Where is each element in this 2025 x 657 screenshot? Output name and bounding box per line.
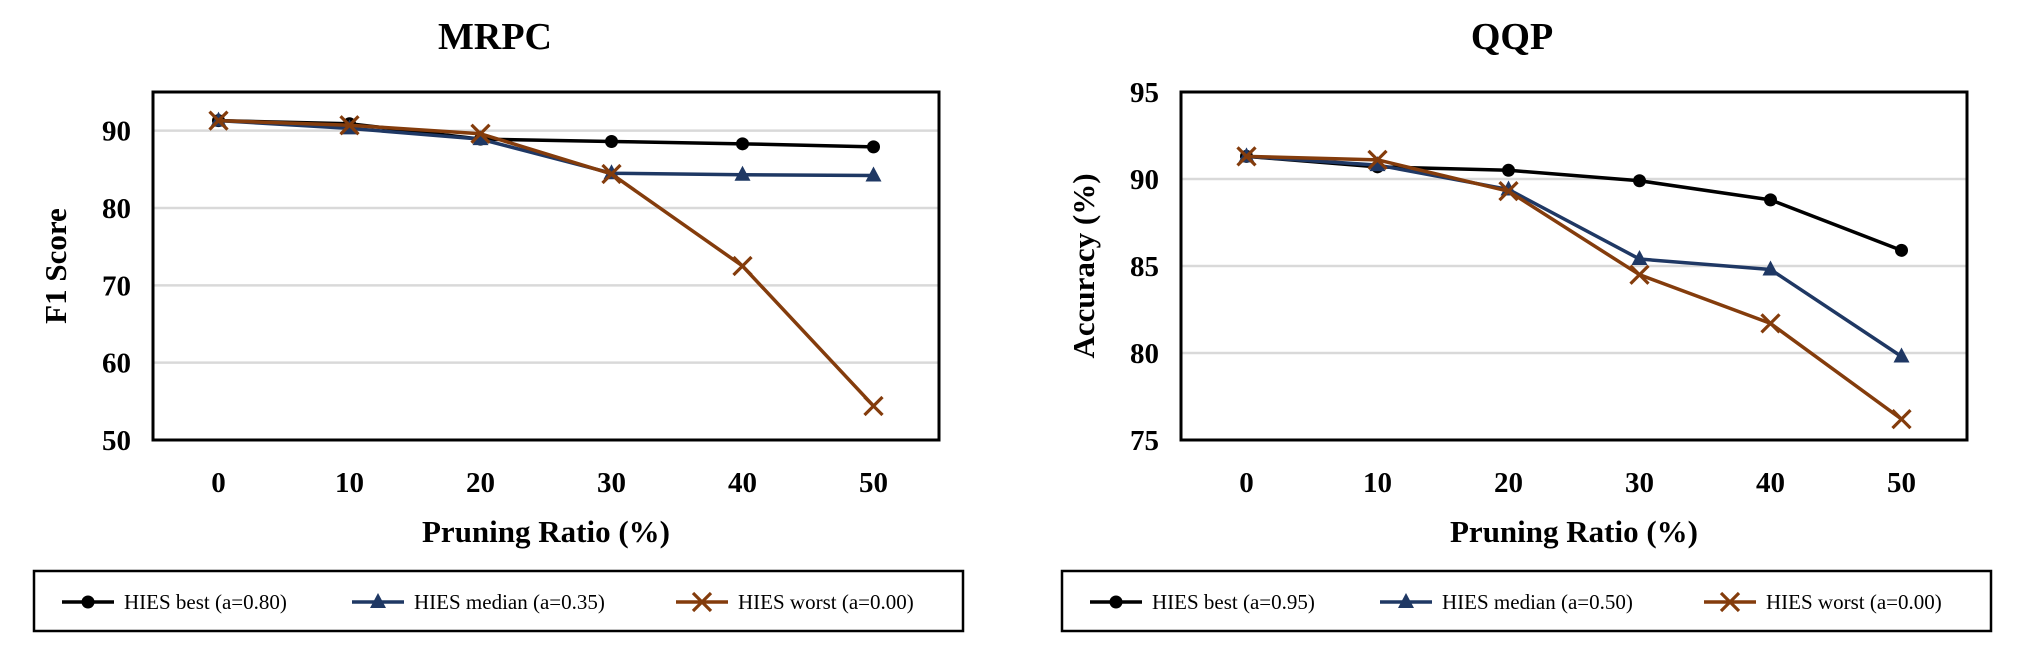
data-point	[470, 123, 491, 144]
data-point	[1498, 181, 1519, 202]
data-point	[208, 110, 229, 131]
y-tick-label: 70	[102, 270, 131, 302]
data-point	[472, 130, 489, 146]
y-tick-label: 95	[1130, 77, 1159, 109]
series-line	[1246, 154, 1903, 358]
legend: HIES best (a=0.95) HIES median (a=0.50) HI…	[1060, 569, 1993, 633]
data-point	[1369, 156, 1386, 172]
y-axis-label: F1 Score	[38, 208, 73, 324]
legend-label: HIES best (a=0.95)	[1152, 590, 1315, 614]
data-point	[1629, 264, 1650, 285]
y-tick-label: 80	[1130, 338, 1159, 370]
data-point	[867, 140, 880, 154]
mrpc-chart-panel: MRPC 50 60 70 80 90 0 10 20 30 40 50 Pruning Rati…	[0, 0, 1010, 657]
data-point	[1236, 146, 1257, 167]
y-tick-label: 90	[1130, 164, 1159, 196]
y-tick-label: 75	[1130, 425, 1159, 457]
series-hies-worst-a-0-00	[208, 110, 884, 417]
legend-label: HIES worst (a=0.00)	[1766, 590, 1942, 614]
qqp-chart-panel: QQP 75 80 85 90 95 0 10 20 30 40 50 Pruning Ratio…	[1015, 0, 2025, 657]
legend-entry-hies-best-a-0-80: HIES best (a=0.80)	[62, 590, 287, 614]
y-tick-label: 90	[102, 116, 131, 148]
x-tick-label: 0	[211, 467, 226, 499]
data-point	[1502, 163, 1515, 177]
data-point	[601, 163, 622, 185]
chart-title: MRPC	[438, 16, 552, 58]
mrpc-chart: MRPC 50 60 70 80 90 0 10 20 30 40 50 Pruning Rati…	[32, 16, 965, 633]
x-tick-label: 30	[597, 467, 626, 499]
data-point	[1633, 174, 1646, 188]
legend-marker	[1398, 593, 1414, 608]
legend-entry-hies-best-a-0-95: HIES best (a=0.95)	[1090, 590, 1315, 614]
x-tick-label: 40	[728, 467, 757, 499]
x-tick-label: 10	[1363, 467, 1392, 499]
x-tick-label: 0	[1239, 467, 1254, 499]
data-point	[1367, 149, 1388, 170]
data-point	[1631, 250, 1648, 266]
x-tick-label: 20	[1494, 467, 1523, 499]
y-tick-label: 80	[102, 193, 131, 225]
data-point	[1893, 347, 1910, 363]
y-tick-label: 50	[102, 425, 131, 457]
legend-box	[32, 569, 965, 633]
series-line	[218, 118, 874, 178]
legend-marker	[1719, 591, 1741, 613]
legend-entry-hies-worst-a-0-00: HIES worst (a=0.00)	[1704, 590, 1942, 614]
data-point	[734, 165, 751, 181]
y-axis-label: Accuracy (%)	[1066, 173, 1101, 358]
x-axis-label: Pruning Ratio (%)	[1450, 514, 1698, 549]
plot-area-frame	[151, 90, 941, 442]
x-tick-label: 40	[1756, 467, 1785, 499]
series-hies-worst-a-0-00	[1236, 146, 1912, 430]
data-point	[1764, 193, 1777, 207]
legend-marker	[1109, 595, 1123, 609]
legend-entry-hies-median-a-0-35: HIES median (a=0.35)	[352, 590, 605, 614]
data-point	[605, 134, 618, 148]
y-tick-label: 85	[1130, 251, 1159, 283]
legend-label: HIES worst (a=0.00)	[738, 590, 914, 614]
data-point	[1891, 408, 1912, 430]
legend-box	[1060, 569, 1993, 633]
series-hies-best-a-0-95	[1240, 149, 1908, 257]
x-tick-label: 50	[859, 467, 888, 499]
legend-marker	[691, 591, 713, 613]
series-line	[218, 118, 875, 408]
legend-marker	[81, 595, 95, 609]
legend-entry-hies-worst-a-0-00: HIES worst (a=0.00)	[676, 590, 914, 614]
x-tick-label: 20	[466, 467, 495, 499]
data-point	[1760, 313, 1781, 334]
x-tick-label: 50	[1887, 467, 1916, 499]
x-axis-label: Pruning Ratio (%)	[422, 514, 670, 549]
series-line	[1246, 154, 1903, 421]
legend: HIES best (a=0.80) HIES median (a=0.35) HI…	[32, 569, 965, 633]
legend-entry-hies-median-a-0-50: HIES median (a=0.50)	[1380, 590, 1633, 614]
data-point	[736, 137, 749, 151]
data-point	[339, 115, 360, 136]
data-point	[865, 166, 882, 182]
y-tick-label: 60	[102, 348, 131, 380]
series-hies-best-a-0-80	[212, 114, 880, 154]
legend-marker	[370, 593, 386, 608]
chart-title: QQP	[1471, 16, 1553, 58]
data-point	[863, 395, 884, 417]
legend-label: HIES median (a=0.50)	[1442, 590, 1633, 614]
data-point	[732, 255, 753, 277]
legend-label: HIES median (a=0.35)	[414, 590, 605, 614]
plot-area-frame	[1179, 90, 1969, 442]
x-tick-label: 30	[1625, 467, 1654, 499]
data-point	[1895, 243, 1908, 257]
data-point	[1762, 260, 1779, 276]
series-line	[1246, 154, 1903, 252]
x-tick-label: 10	[335, 467, 364, 499]
legend-label: HIES best (a=0.80)	[124, 590, 287, 614]
qqp-chart: QQP 75 80 85 90 95 0 10 20 30 40 50 Pruning Ratio…	[1060, 16, 1993, 633]
